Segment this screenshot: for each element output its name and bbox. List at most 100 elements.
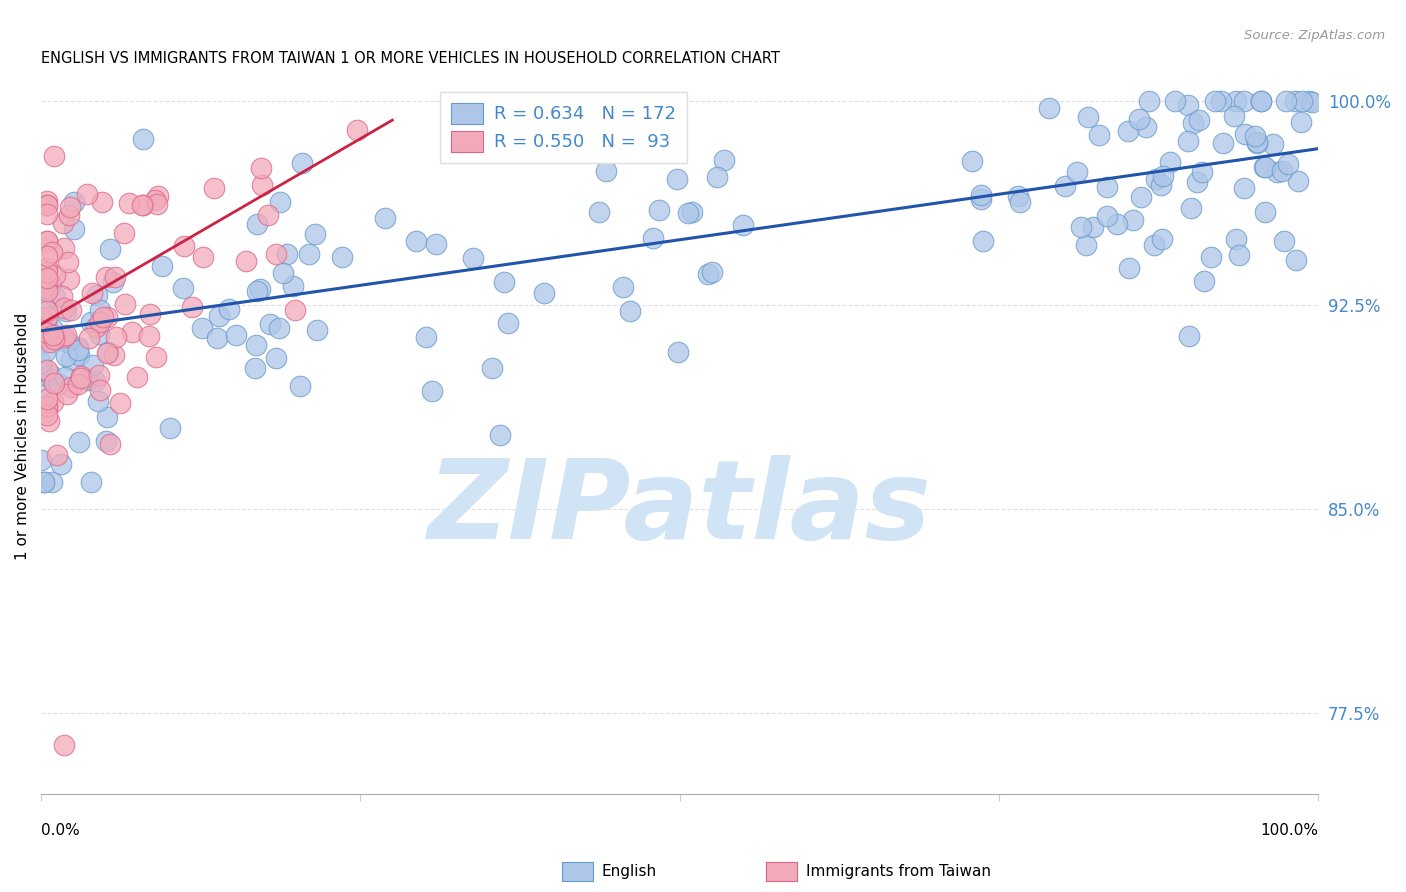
Point <box>1253 161 1275 175</box>
Point <box>52 330 75 344</box>
Point <box>45 448 67 462</box>
Point <box>66 340 89 354</box>
Point <box>1233 181 1256 195</box>
Point <box>1209 94 1232 108</box>
Point <box>1159 155 1181 169</box>
Point <box>1229 248 1251 262</box>
Point <box>202 181 225 195</box>
Point <box>42 394 65 409</box>
Point <box>1291 94 1313 108</box>
Point <box>52 241 75 255</box>
Point <box>127 370 149 384</box>
Point <box>32 475 55 489</box>
Y-axis label: 1 or more Vehicles in Household: 1 or more Vehicles in Household <box>15 313 30 560</box>
Point <box>35 335 58 350</box>
Point <box>145 350 167 364</box>
Point <box>146 189 169 203</box>
Point <box>960 154 983 169</box>
Point <box>346 123 368 137</box>
Point <box>110 396 132 410</box>
Point <box>619 304 641 318</box>
Point <box>1272 234 1295 248</box>
Point <box>42 328 65 343</box>
Point <box>1097 180 1119 194</box>
Point <box>53 301 76 315</box>
Point <box>1054 179 1077 194</box>
Point <box>290 155 312 169</box>
Point <box>30 356 52 370</box>
Point <box>1177 134 1199 148</box>
Point <box>53 334 76 348</box>
Point <box>31 387 53 401</box>
Point <box>257 208 280 222</box>
Point <box>42 332 65 346</box>
Point <box>246 285 269 299</box>
Point <box>1246 136 1268 151</box>
Point <box>53 370 76 384</box>
Point <box>405 234 427 248</box>
Point <box>37 274 59 288</box>
Point <box>1250 94 1272 108</box>
Point <box>37 325 59 339</box>
Point <box>37 194 59 208</box>
Point <box>259 317 281 331</box>
Point <box>41 244 63 259</box>
Point <box>1007 189 1029 203</box>
Point <box>32 277 55 292</box>
Point <box>425 237 447 252</box>
Point <box>96 346 118 360</box>
Point <box>1277 156 1299 170</box>
Point <box>1010 195 1032 210</box>
Point <box>1254 204 1277 219</box>
Point <box>80 475 103 489</box>
Point <box>1105 217 1128 231</box>
Point <box>41 475 63 489</box>
Point <box>37 271 59 285</box>
Point <box>1177 98 1199 112</box>
Point <box>32 475 55 489</box>
Point <box>1244 128 1267 143</box>
Point <box>37 281 59 295</box>
Point <box>96 410 118 425</box>
Point <box>67 435 90 450</box>
Point <box>970 192 993 206</box>
Point <box>37 399 59 413</box>
Point <box>131 197 153 211</box>
Point <box>190 320 212 334</box>
Point <box>271 266 294 280</box>
Point <box>77 331 100 345</box>
Point <box>1298 94 1320 108</box>
Point <box>304 227 326 242</box>
Point <box>143 193 166 207</box>
Point <box>55 327 77 342</box>
Point <box>666 345 689 359</box>
Point <box>1225 232 1247 246</box>
Point <box>415 329 437 343</box>
Point <box>1211 136 1233 150</box>
Point <box>34 313 56 327</box>
Point <box>37 261 59 276</box>
Point <box>101 275 124 289</box>
Point <box>39 277 62 291</box>
Point <box>84 320 107 334</box>
Point <box>31 310 53 325</box>
Point <box>1077 110 1099 124</box>
Point <box>969 188 991 202</box>
Point <box>1095 209 1118 223</box>
Point <box>264 351 287 366</box>
Point <box>44 376 66 391</box>
Point <box>276 247 298 261</box>
Point <box>80 316 103 330</box>
Point <box>37 310 59 325</box>
Point <box>173 239 195 253</box>
Point <box>121 325 143 339</box>
Point <box>146 197 169 211</box>
Point <box>1150 232 1173 246</box>
Point <box>37 329 59 343</box>
Text: Source: ZipAtlas.com: Source: ZipAtlas.com <box>1244 29 1385 43</box>
Point <box>1152 169 1174 184</box>
Point <box>1223 109 1246 123</box>
Point <box>235 254 257 268</box>
Point <box>69 368 91 383</box>
Point <box>1275 94 1298 108</box>
